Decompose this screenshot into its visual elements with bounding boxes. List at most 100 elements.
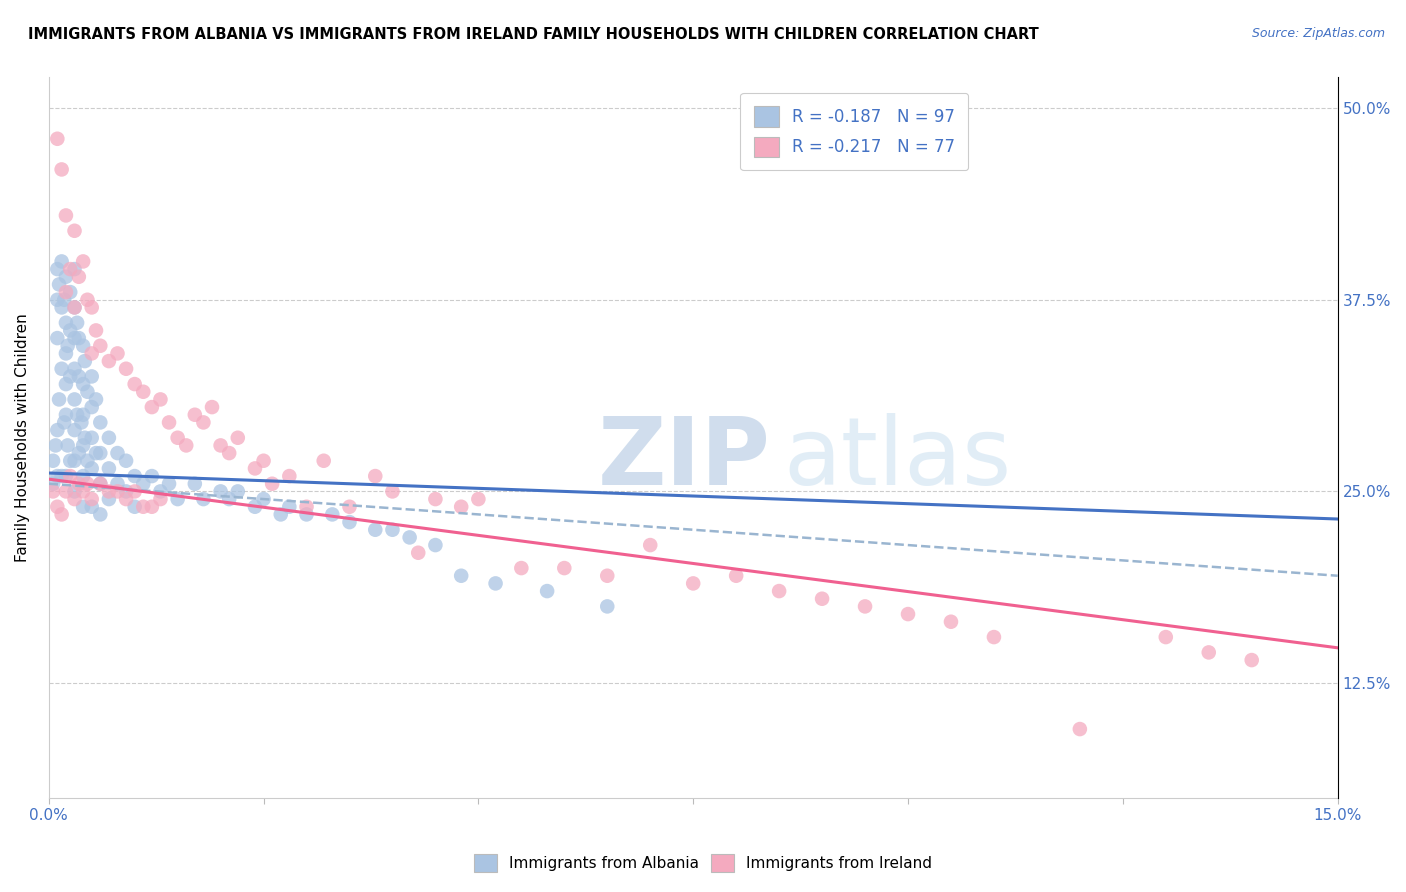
Point	[166, 431, 188, 445]
Point	[63, 331, 86, 345]
Point	[72, 484, 94, 499]
Point	[46, 423, 69, 437]
Point	[55, 269, 77, 284]
Point	[209, 438, 232, 452]
Point	[853, 599, 876, 614]
Point	[97, 484, 120, 499]
Point	[67, 476, 90, 491]
Point	[80, 500, 103, 514]
Point	[73, 354, 96, 368]
Point	[262, 476, 284, 491]
Point	[51, 254, 73, 268]
Point	[295, 508, 318, 522]
Point	[226, 431, 249, 445]
Point	[141, 500, 163, 514]
Point	[89, 446, 111, 460]
Point	[209, 484, 232, 499]
Legend: R = -0.187   N = 97, R = -0.217   N = 77: R = -0.187 N = 97, R = -0.217 N = 77	[741, 93, 969, 170]
Point	[184, 476, 207, 491]
Point	[364, 469, 387, 483]
Point	[141, 469, 163, 483]
Point	[107, 346, 129, 360]
Point	[124, 377, 146, 392]
Point	[56, 438, 79, 452]
Point	[76, 293, 98, 307]
Point	[67, 369, 90, 384]
Point	[312, 454, 335, 468]
Point	[56, 339, 79, 353]
Point	[115, 454, 138, 468]
Text: IMMIGRANTS FROM ALBANIA VS IMMIGRANTS FROM IRELAND FAMILY HOUSEHOLDS WITH CHILDR: IMMIGRANTS FROM ALBANIA VS IMMIGRANTS FR…	[28, 27, 1039, 42]
Point	[553, 561, 575, 575]
Point	[76, 384, 98, 399]
Point	[398, 530, 420, 544]
Point	[55, 408, 77, 422]
Point	[46, 500, 69, 514]
Point	[55, 316, 77, 330]
Point	[97, 461, 120, 475]
Point	[425, 538, 447, 552]
Point	[84, 446, 107, 460]
Point	[63, 301, 86, 315]
Point	[72, 408, 94, 422]
Point	[42, 484, 65, 499]
Point	[55, 209, 77, 223]
Point	[42, 454, 65, 468]
Point	[72, 438, 94, 452]
Point	[70, 416, 93, 430]
Point	[89, 508, 111, 522]
Point	[89, 339, 111, 353]
Point	[80, 431, 103, 445]
Point	[51, 301, 73, 315]
Point	[243, 500, 266, 514]
Point	[638, 538, 661, 552]
Point	[59, 454, 82, 468]
Point	[51, 162, 73, 177]
Point	[510, 561, 533, 575]
Point	[84, 392, 107, 407]
Point	[124, 469, 146, 483]
Point	[141, 400, 163, 414]
Point	[278, 500, 301, 514]
Point	[63, 454, 86, 468]
Point	[55, 285, 77, 299]
Point	[59, 285, 82, 299]
Point	[89, 476, 111, 491]
Point	[107, 446, 129, 460]
Point	[596, 568, 619, 582]
Point	[97, 354, 120, 368]
Point	[53, 416, 76, 430]
Point	[381, 484, 404, 499]
Point	[897, 607, 920, 621]
Point	[184, 408, 207, 422]
Text: Source: ZipAtlas.com: Source: ZipAtlas.com	[1251, 27, 1385, 40]
Point	[983, 630, 1005, 644]
Point	[381, 523, 404, 537]
Point	[124, 500, 146, 514]
Point	[51, 361, 73, 376]
Point	[193, 416, 215, 430]
Point	[67, 269, 90, 284]
Point	[97, 431, 120, 445]
Point	[270, 508, 292, 522]
Point	[467, 492, 489, 507]
Text: atlas: atlas	[783, 413, 1012, 506]
Point	[218, 492, 240, 507]
Point	[406, 546, 429, 560]
Point	[1240, 653, 1263, 667]
Point	[157, 476, 180, 491]
Point	[67, 446, 90, 460]
Point	[59, 323, 82, 337]
Point	[80, 492, 103, 507]
Point	[80, 369, 103, 384]
Point	[55, 346, 77, 360]
Point	[132, 384, 155, 399]
Point	[107, 476, 129, 491]
Point	[252, 492, 274, 507]
Point	[72, 254, 94, 268]
Point	[149, 492, 172, 507]
Point	[46, 469, 69, 483]
Point	[80, 400, 103, 414]
Point	[80, 346, 103, 360]
Point	[193, 492, 215, 507]
